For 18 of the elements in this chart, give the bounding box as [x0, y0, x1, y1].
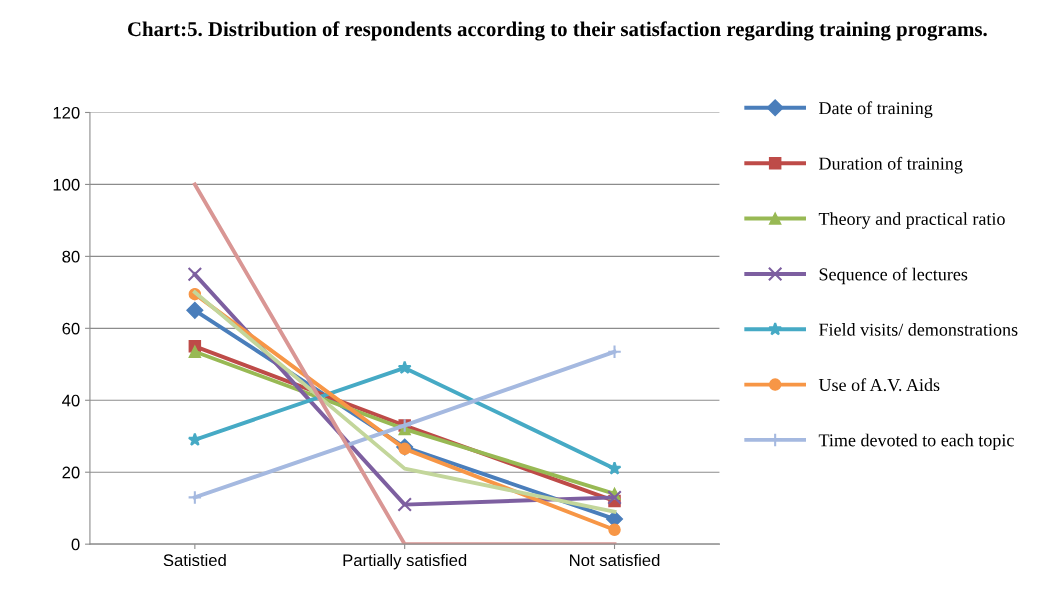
legend-label: Use of A.V. Aids	[818, 378, 940, 392]
legend-label: Time devoted to each topic	[818, 433, 1014, 451]
x-tick-label: Partially satisfied	[343, 553, 467, 570]
x-tick-label: Satistied	[163, 553, 226, 567]
chart-title: Chart:5. Distribution of respondents according to their satisfaction regarding training programs.	[127, 21, 987, 41]
y-tick-label: 40	[62, 394, 80, 407]
x-tick-label: Not satisfied	[570, 553, 660, 567]
legend-label: Theory and practical ratio	[818, 212, 1005, 229]
y-tick-label: 60	[62, 322, 80, 335]
legend-label: Field visits/ demonstrations	[819, 323, 1018, 336]
y-tick-label: 0	[71, 538, 80, 551]
y-tick-label: 80	[62, 250, 80, 263]
legend-label: Duration of training	[819, 156, 963, 174]
y-tick-label: 120	[53, 106, 80, 119]
y-tick-label: 20	[62, 466, 80, 479]
y-tick-label: 100	[53, 178, 80, 191]
legend-label: Date of training	[819, 101, 933, 118]
legend-label: Sequence of lectures	[819, 267, 968, 285]
